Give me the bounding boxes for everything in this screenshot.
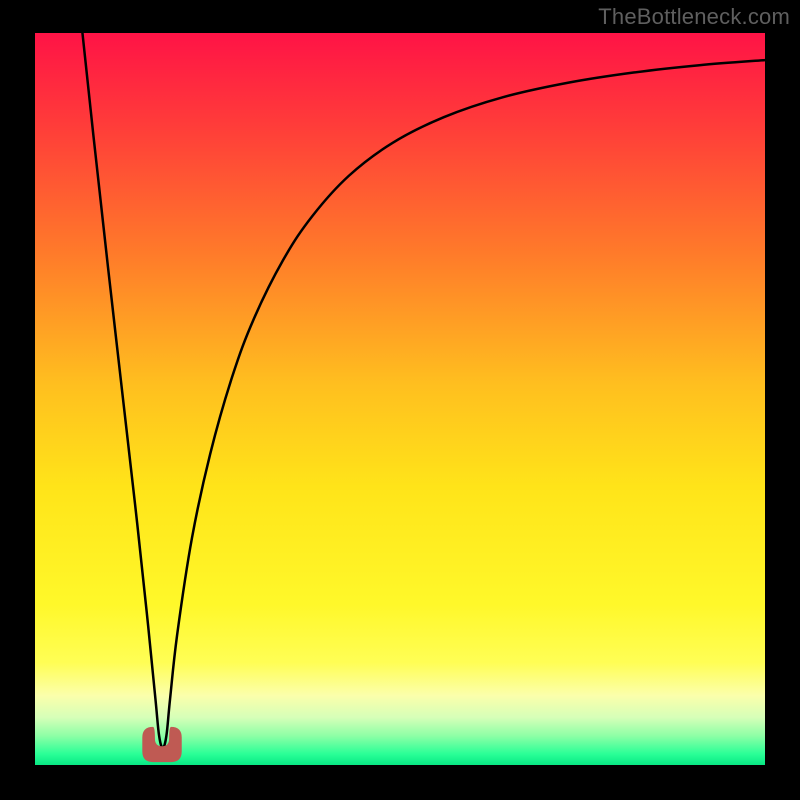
plot-area [35, 33, 765, 765]
chart-svg [0, 0, 800, 800]
chart-stage: TheBottleneck.com [0, 0, 800, 800]
